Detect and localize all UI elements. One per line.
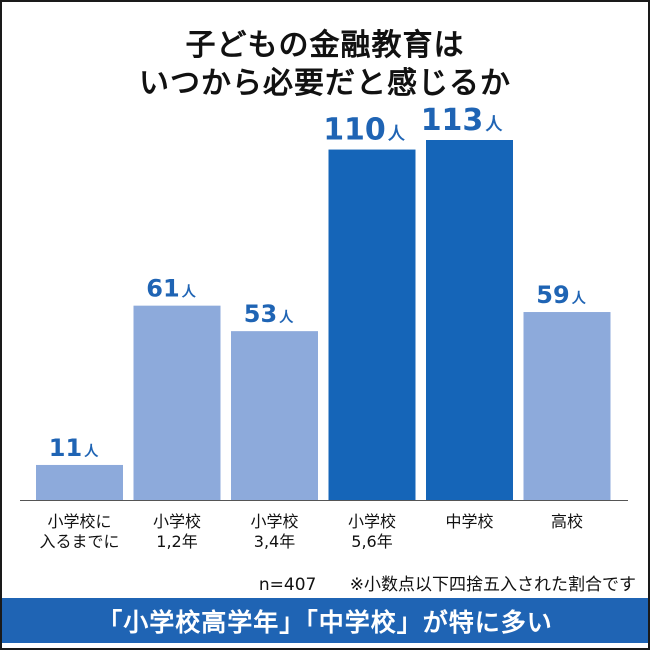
data-label: 61 人 — [146, 275, 196, 303]
category-label: 入るまでに — [39, 532, 119, 551]
data-label: 11 人 — [49, 434, 99, 462]
data-label-value: 110 — [323, 113, 386, 148]
bar — [231, 331, 318, 500]
data-label: 110 人 — [323, 113, 406, 148]
category-label: 3,4年 — [254, 532, 295, 551]
data-label-value: 113 — [421, 103, 484, 138]
data-label-unit: 人 — [279, 309, 294, 326]
data-label-value: 11 — [49, 434, 82, 462]
data-label-unit: 人 — [84, 443, 99, 460]
summary-banner: 「小学校高学年」「中学校」が特に多い — [2, 598, 648, 643]
data-label: 53 人 — [244, 300, 294, 328]
bar — [426, 140, 513, 500]
category-label: 小学校 — [348, 512, 396, 531]
data-label-unit: 人 — [485, 115, 503, 135]
category-label: 小学校 — [250, 512, 298, 531]
data-label-unit: 人 — [388, 125, 406, 145]
data-label: 59 人 — [536, 281, 586, 309]
category-label: 中学校 — [445, 512, 493, 531]
data-label-value: 53 — [244, 300, 277, 328]
sample-size: n=407 — [258, 575, 317, 595]
footnote: n=407 ※小数点以下四捨五入された割合です — [259, 570, 636, 595]
data-label-value: 61 — [146, 275, 179, 303]
data-label-unit: 人 — [572, 290, 587, 307]
data-label-value: 59 — [536, 281, 569, 309]
category-label: 小学校 — [153, 512, 201, 531]
data-label: 113 人 — [421, 103, 504, 138]
chart-title-line-2: いつから必要だと感じるか — [139, 66, 511, 101]
bar — [328, 149, 416, 500]
category-label: 1,2年 — [156, 532, 197, 551]
rounding-note: ※小数点以下四捨五入された割合です — [349, 575, 636, 595]
data-label-unit: 人 — [182, 284, 197, 301]
bar — [133, 305, 221, 500]
bar — [523, 312, 611, 500]
category-label: 小学校に — [47, 512, 111, 531]
category-label: 高校 — [551, 512, 583, 531]
bar — [36, 464, 123, 500]
chart-title-line-1: 子どもの金融教育は — [185, 28, 465, 63]
category-label: 5,6年 — [351, 532, 392, 551]
